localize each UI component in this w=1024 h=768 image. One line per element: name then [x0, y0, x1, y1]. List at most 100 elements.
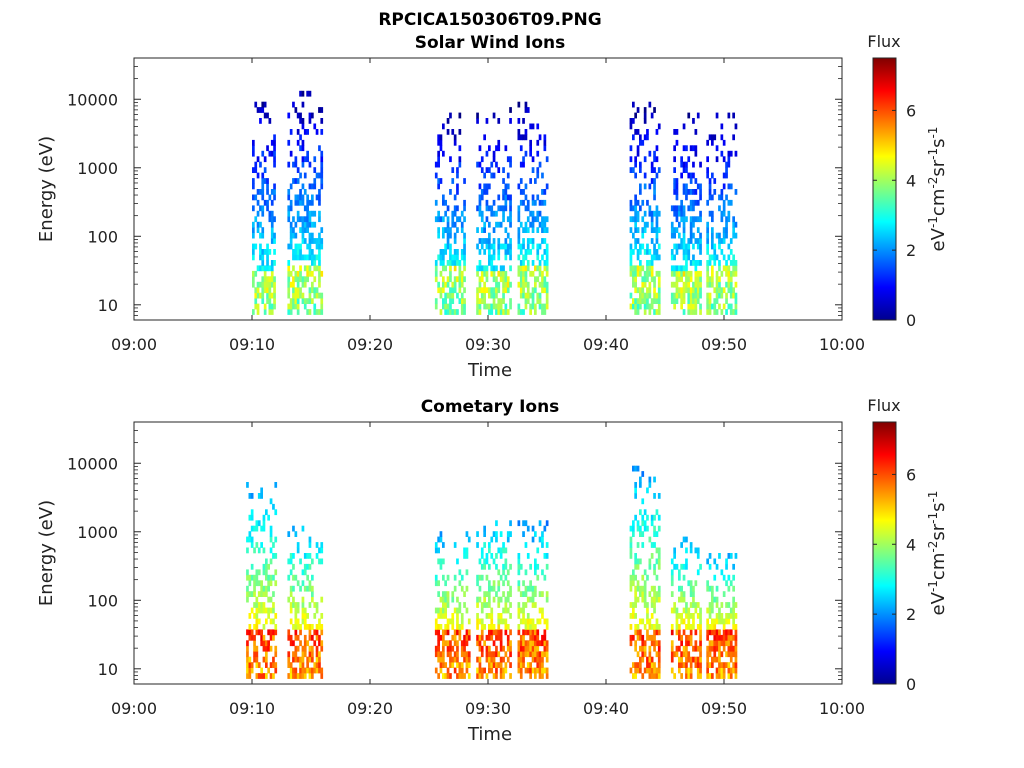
spectrogram-cell [287, 656, 291, 663]
spectrogram-cell [442, 276, 445, 283]
spectrogram-cell [727, 216, 731, 223]
spectrogram-cell [303, 645, 307, 652]
spectrogram-cell [541, 634, 544, 641]
spectrogram-cell [529, 596, 532, 603]
spectrogram-cell [483, 292, 486, 299]
spectrogram-cell [289, 667, 293, 674]
spectrogram-cell [706, 645, 709, 652]
spectrogram-cell [492, 580, 496, 587]
spectrogram-cell [643, 596, 647, 603]
spectrogram-cell [699, 629, 702, 636]
spectrogram-cell [696, 602, 700, 608]
spectrogram-cell [437, 287, 440, 294]
spectrogram-cell [687, 287, 691, 294]
spectrogram-cell [453, 260, 457, 266]
spectrogram-cell [708, 303, 712, 310]
spectrogram-cell [248, 591, 252, 597]
spectrogram-cell [682, 629, 686, 636]
spectrogram-cell [718, 607, 721, 614]
spectrogram-cell [536, 651, 540, 658]
spectrogram-cell [538, 210, 542, 217]
spectrogram-cell [509, 210, 512, 217]
spectrogram-cell [699, 270, 702, 277]
spectrogram-cell [699, 194, 702, 201]
spectrogram-cell [287, 265, 291, 272]
spectrogram-cell [708, 585, 712, 592]
spectrogram-cell [653, 585, 656, 592]
spectrogram-cell [311, 673, 314, 679]
spectrogram-cell [692, 260, 695, 266]
spectrogram-cell [308, 542, 312, 548]
spectrogram-cell [715, 634, 719, 641]
spectrogram-cell [670, 292, 674, 299]
spectrogram-cell [499, 667, 503, 674]
spectrogram-cell [522, 645, 525, 652]
spectrogram-cell [294, 243, 298, 250]
spectrogram-cell [292, 303, 295, 310]
spectrogram-cell [706, 156, 709, 163]
spectrogram-cell [296, 303, 300, 310]
spectrogram-cell [497, 569, 501, 576]
spectrogram-cell [650, 260, 654, 266]
spectrogram-cell [685, 645, 688, 652]
spectrogram-cell [460, 673, 464, 679]
spectrogram-cell [460, 624, 464, 630]
spectrogram-cell [526, 624, 530, 630]
spectrogram-cell [509, 585, 512, 592]
spectrogram-cell [682, 651, 686, 658]
spectrogram-cell [675, 178, 679, 184]
spectrogram-cell [632, 574, 635, 581]
spectrogram-cell [680, 585, 683, 592]
spectrogram-cell [306, 216, 309, 223]
spectrogram-cell [529, 563, 532, 570]
spectrogram-cell [261, 183, 265, 190]
spectrogram-cell [296, 607, 300, 614]
spectrogram-cell [308, 270, 312, 277]
spectrogram-cell [629, 199, 633, 206]
spectrogram-cell [545, 673, 549, 679]
spectrogram-cell [254, 167, 258, 173]
spectrogram-cell [531, 651, 535, 658]
spectrogram-cell [255, 673, 259, 679]
spectrogram-cell [682, 145, 686, 152]
spectrogram-cell [655, 210, 659, 217]
spectrogram-cell [536, 276, 540, 283]
spectrogram-cell [722, 591, 726, 597]
spectrogram-cell [490, 161, 494, 168]
spectrogram-cell [692, 613, 695, 619]
spectrogram-cell [715, 281, 719, 288]
spectrogram-cell [711, 591, 714, 597]
spectrogram-cell [522, 613, 525, 619]
spectrogram-cell [263, 309, 267, 315]
spectrogram-cell [675, 298, 679, 304]
spectrogram-cell [497, 270, 501, 277]
spectrogram-cell [442, 298, 445, 304]
spectrogram-cell [646, 618, 649, 625]
spectrogram-cell [519, 656, 523, 663]
spectrogram-cell [636, 129, 640, 135]
spectrogram-cell [675, 139, 679, 146]
spectrogram-cell [538, 662, 542, 668]
spectrogram-cell [267, 607, 270, 614]
spectrogram-cell [524, 134, 528, 141]
spectrogram-cell [694, 178, 698, 184]
spectrogram-cell [529, 249, 532, 255]
spectrogram-cell [250, 607, 254, 614]
spectrogram-cell [685, 265, 688, 272]
spectrogram-cell [502, 673, 505, 679]
spectrogram-cell [502, 270, 505, 277]
spectrogram-cell [499, 629, 503, 636]
spectrogram-cell [689, 602, 693, 608]
spectrogram-cell [289, 221, 293, 228]
spectrogram-cell [699, 238, 702, 244]
spectrogram-cell [708, 607, 712, 614]
spectrogram-cell [541, 531, 544, 537]
spectrogram-cell [718, 303, 721, 310]
spectrogram-cell [262, 645, 266, 652]
spectrogram-cell [488, 249, 491, 255]
spectrogram-cell [460, 281, 464, 288]
spectrogram-cell [696, 298, 700, 304]
spectrogram-cell [694, 645, 698, 652]
spectrogram-cell [497, 651, 501, 658]
